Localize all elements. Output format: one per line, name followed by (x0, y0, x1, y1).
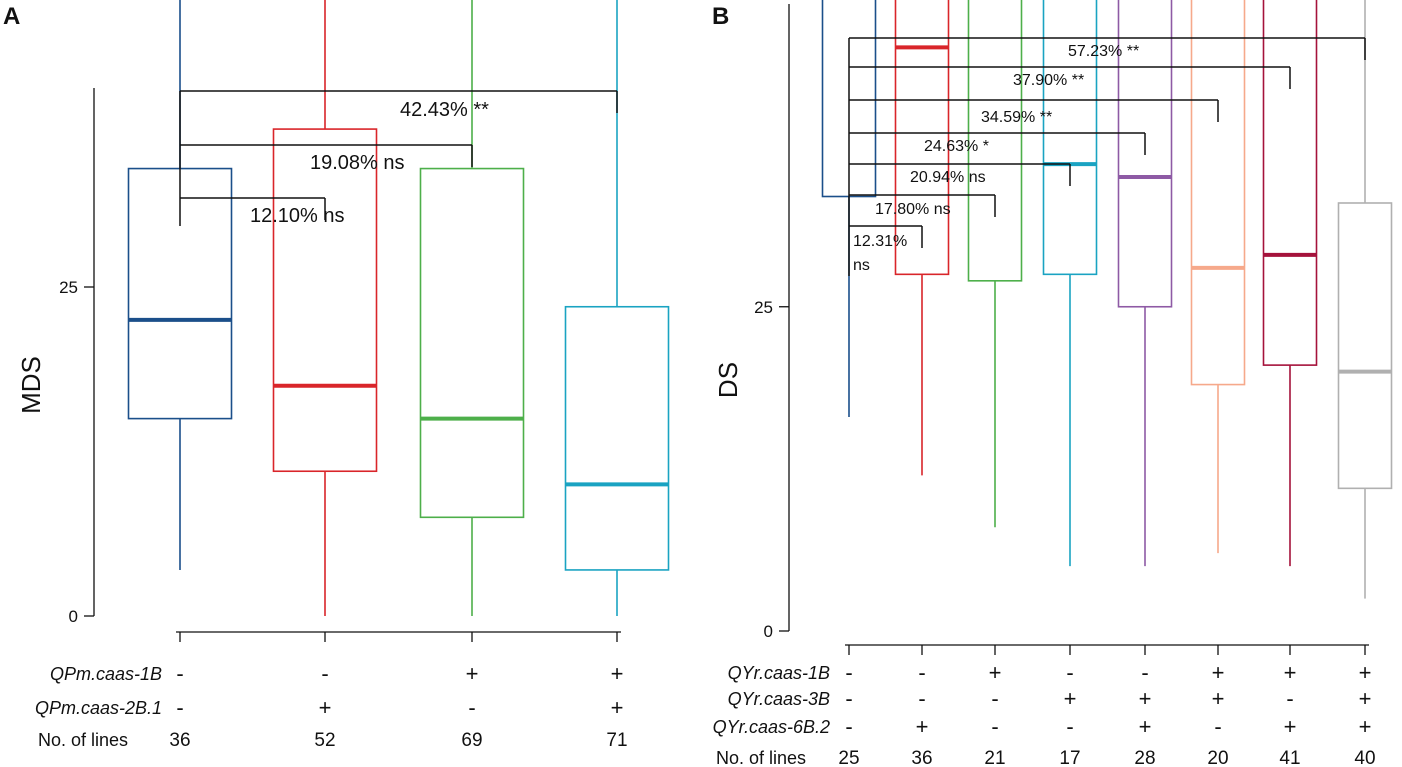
comparison-label: 34.59% ** (981, 109, 1052, 126)
genotype-row-label: QYr.caas-6B.2 (713, 717, 830, 737)
genotype-sign: + (1212, 686, 1225, 711)
genotype-sign: - (1141, 660, 1148, 685)
box-body (419, 167, 525, 519)
genotype-row-label: QPm.caas-2B.1 (35, 698, 162, 718)
genotype-sign: - (845, 714, 852, 739)
genotype-sign: + (989, 660, 1002, 685)
comparison-label: 57.23% ** (1068, 43, 1139, 60)
line-count: 25 (838, 748, 859, 767)
box-body (967, 0, 1023, 282)
genotype-row-label: QPm.caas-1B (50, 664, 162, 684)
genotype-sign: - (991, 686, 998, 711)
genotype-sign: + (466, 661, 479, 686)
box-body (1042, 0, 1098, 276)
comparison-label: 12.10% ns (250, 205, 345, 227)
genotype-sign: + (1359, 714, 1372, 739)
genotype-sign: - (176, 661, 183, 686)
genotype-sign: + (1064, 686, 1077, 711)
line-count: 71 (606, 730, 627, 751)
genotype-sign: + (611, 661, 624, 686)
line-count: 36 (169, 730, 190, 751)
genotype-sign: + (1359, 660, 1372, 685)
box-body (272, 128, 378, 473)
genotype-sign: - (176, 695, 183, 720)
genotype-sign: + (1359, 686, 1372, 711)
comparison-label-line2: ns (853, 257, 870, 274)
count-row-label: No. of lines (38, 730, 128, 750)
genotype-sign: + (1139, 714, 1152, 739)
comparison-label: 19.08% ns (310, 152, 405, 174)
line-count: 52 (314, 730, 335, 751)
genotype-sign: - (468, 695, 475, 720)
genotype-sign: - (321, 661, 328, 686)
genotype-sign: + (319, 695, 332, 720)
panel-label-a: A (3, 3, 20, 30)
line-count: 36 (911, 748, 932, 767)
line-count: 28 (1134, 748, 1155, 767)
genotype-sign: - (1286, 686, 1293, 711)
comparison-label: 17.80% ns (875, 201, 951, 218)
y-axis-label: DS (713, 362, 743, 398)
box-body (1337, 202, 1393, 490)
line-count: 21 (984, 748, 1005, 767)
line-count: 41 (1279, 748, 1300, 767)
box-body (1117, 0, 1173, 308)
comparison-label: 24.63% * (924, 138, 989, 155)
genotype-sign: + (1284, 660, 1297, 685)
comparison-label: 37.90% ** (1013, 72, 1084, 89)
genotype-sign: - (1066, 660, 1073, 685)
genotype-sign: - (918, 660, 925, 685)
comparison-label: 12.31% (853, 233, 907, 250)
box-body (1262, 0, 1318, 366)
comparison-label: 42.43% ** (400, 99, 489, 121)
genotype-sign: - (1214, 714, 1221, 739)
genotype-sign: - (1066, 714, 1073, 739)
line-count: 20 (1207, 748, 1228, 767)
y-tick-label: 0 (69, 607, 78, 626)
line-count: 40 (1354, 748, 1375, 767)
panel-label-b: B (712, 3, 729, 30)
genotype-row-label: QYr.caas-1B (728, 663, 830, 683)
comparison-label: 20.94% ns (910, 169, 986, 186)
box-body (894, 0, 950, 276)
genotype-sign: - (918, 686, 925, 711)
genotype-sign: - (845, 660, 852, 685)
genotype-sign: + (611, 695, 624, 720)
genotype-sign: + (1139, 686, 1152, 711)
line-count: 69 (461, 730, 482, 751)
count-row-label: No. of lines (716, 748, 806, 767)
genotype-row-label: QYr.caas-3B (728, 689, 830, 709)
y-axis-label: MDS (16, 356, 46, 414)
genotype-sign: + (1284, 714, 1297, 739)
y-tick-label: 25 (59, 278, 78, 297)
genotype-sign: - (845, 686, 852, 711)
genotype-sign: - (991, 714, 998, 739)
line-count: 17 (1059, 748, 1080, 767)
genotype-sign: + (1212, 660, 1225, 685)
box-body (1190, 0, 1246, 386)
y-tick-label: 25 (754, 298, 773, 317)
box-body (564, 305, 670, 571)
y-tick-label: 0 (764, 622, 773, 641)
genotype-sign: + (916, 714, 929, 739)
